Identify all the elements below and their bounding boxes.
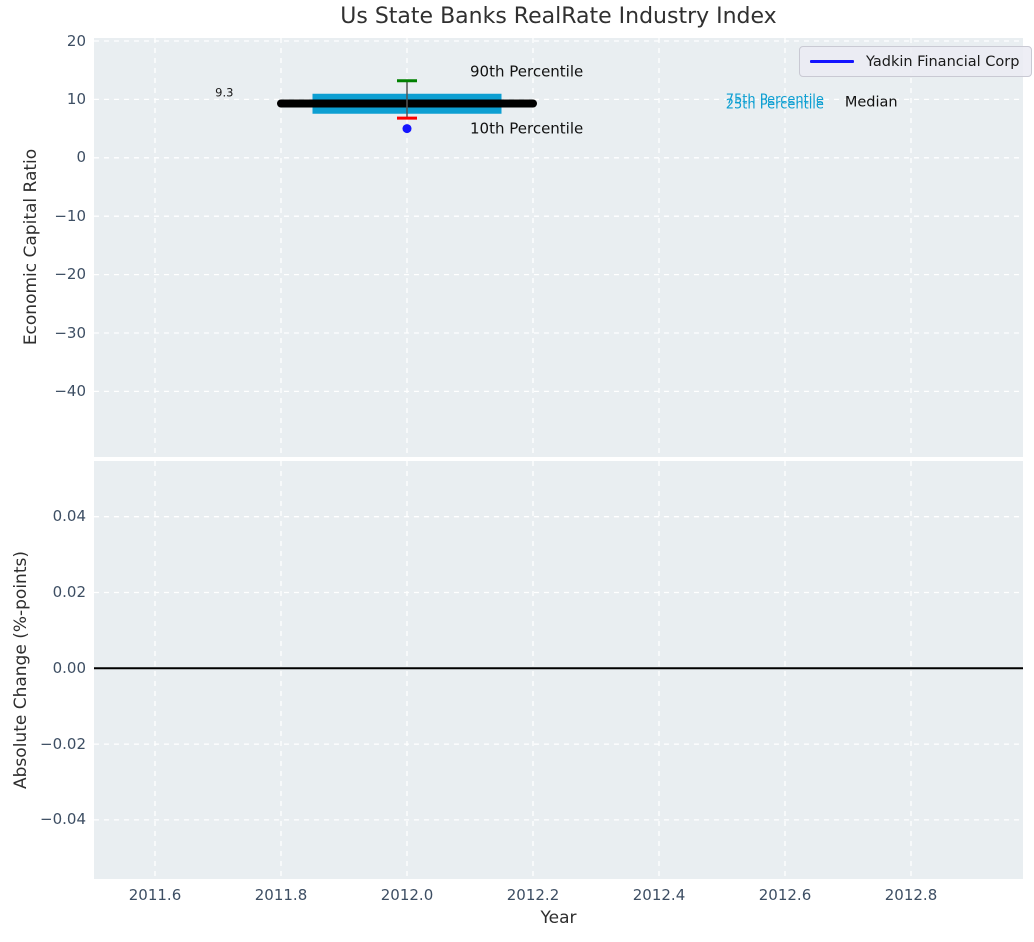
chart-title: Us State Banks RealRate Industry Index — [340, 4, 777, 29]
top-y-axis-label: Economic Capital Ratio — [21, 148, 41, 346]
p75-label: 75th Percentile — [725, 92, 824, 108]
median-value-label: 9.3 — [215, 85, 234, 100]
top-plot-area — [94, 38, 1023, 457]
x-tick-label: 2012.8 — [884, 886, 938, 904]
x-tick-label: 2012.4 — [632, 886, 686, 904]
p25-label: 25th Percentile — [725, 97, 824, 113]
x-tick-label: 2012.6 — [758, 886, 812, 904]
bottom-plot-area — [94, 461, 1023, 879]
x-tick-label: 2011.8 — [254, 886, 308, 904]
legend-line-swatch — [810, 60, 854, 63]
p10-label: 10th Percentile — [470, 118, 584, 137]
x-tick-label: 2011.6 — [128, 886, 182, 904]
bottom-y-tick-label: −0.04 — [40, 810, 86, 829]
bottom-y-tick-label: 0.04 — [52, 507, 86, 526]
top-y-tick-label: −20 — [54, 265, 86, 284]
bottom-y-tick-label: −0.02 — [40, 734, 86, 753]
top-y-tick-label: 0 — [76, 148, 86, 167]
top-y-tick-label: −40 — [54, 381, 86, 400]
x-axis-label: Year — [540, 908, 577, 928]
top-y-tick-label: −30 — [54, 323, 86, 342]
legend: Yadkin Financial Corp — [799, 46, 1033, 77]
p90-label: 90th Percentile — [470, 62, 584, 81]
bottom-y-tick-label: 0.00 — [52, 658, 86, 677]
top-y-tick-label: −10 — [54, 206, 86, 225]
legend-label: Yadkin Financial Corp — [866, 53, 1020, 70]
bottom-y-tick-label: 0.02 — [52, 583, 86, 601]
x-tick-label: 2012.0 — [380, 886, 434, 904]
x-tick-label: 2012.2 — [506, 886, 560, 904]
top-y-tick-label: 10 — [66, 89, 86, 108]
top-y-tick-label: 20 — [66, 31, 86, 50]
median-label: Median — [844, 94, 898, 111]
